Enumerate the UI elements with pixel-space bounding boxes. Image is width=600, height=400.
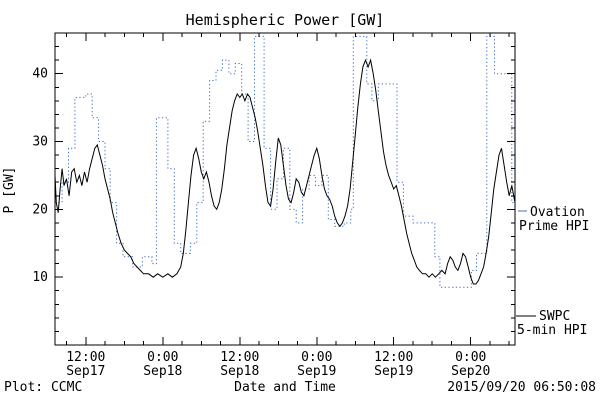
x-tick-time: 12:00 [220,350,259,365]
legend-swpc-line2: 5-min HPI [517,323,587,338]
x-tick-time: 0:00 [147,350,178,365]
series-swpc-line [54,58,516,285]
y-tick-label: 10 [32,270,48,285]
plot-frame [54,32,516,346]
x-tick-time: 12:00 [374,350,413,365]
y-tick-label: 30 [32,135,48,150]
y-axis-label: P [GW] [2,167,17,214]
y-tick-label: 40 [32,67,48,82]
plot-credit: Plot: CCMC [4,380,82,395]
timestamp: 2015/09/20 06:50:08 [447,380,596,395]
x-tick-time: 0:00 [301,350,332,365]
x-tick-time: 0:00 [455,350,486,365]
legend-swpc-line1: SWPC [539,309,570,324]
x-tick-date: Sep17 [66,364,105,379]
x-axis-label: Date and Time [234,380,336,395]
x-tick-date: Sep19 [374,364,413,379]
x-tick-date: Sep18 [220,364,259,379]
y-tick-label: 20 [32,202,48,217]
legend-ovation-line1: Ovation [530,205,585,220]
x-tick-date: Sep20 [451,364,490,379]
legend-ovation-line2: Prime HPI [519,219,589,234]
chart-title: Hemispheric Power [GW] [186,11,385,29]
x-tick-time: 12:00 [66,350,105,365]
x-tick-date: Sep18 [143,364,182,379]
x-tick-date: Sep19 [297,364,336,379]
